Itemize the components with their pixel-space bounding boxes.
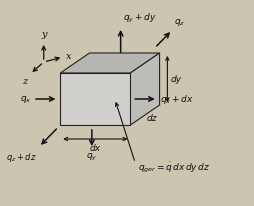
Text: $q_y + dy$: $q_y + dy$ (123, 12, 156, 25)
Text: dy: dy (170, 75, 181, 83)
Polygon shape (130, 53, 160, 125)
Text: $q_x + dx$: $q_x + dx$ (160, 92, 194, 105)
Text: dx: dx (90, 144, 101, 153)
Text: z: z (22, 77, 27, 86)
Text: $q_y$: $q_y$ (86, 152, 98, 163)
Polygon shape (60, 53, 160, 73)
Text: $q_z$: $q_z$ (174, 17, 185, 28)
Polygon shape (60, 73, 130, 125)
Text: $q_x$: $q_x$ (20, 94, 31, 104)
Text: dz: dz (147, 114, 157, 123)
Text: x: x (66, 52, 72, 61)
Text: $q_{ger} = \dot{q}\,dx\,dy\,dz$: $q_{ger} = \dot{q}\,dx\,dy\,dz$ (138, 161, 210, 175)
Text: y: y (41, 30, 46, 39)
Text: $q_z + dz$: $q_z + dz$ (6, 151, 37, 164)
